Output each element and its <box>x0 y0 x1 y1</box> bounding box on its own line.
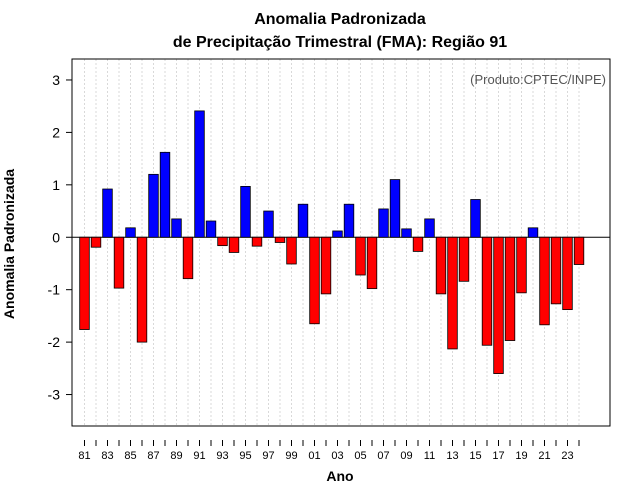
bar-1986 <box>136 236 148 343</box>
bar-2001 <box>309 236 320 325</box>
x-tick-label: 11 <box>424 450 435 462</box>
bar-2020 <box>527 227 539 238</box>
y-axis-label: Anomalia Padronizada <box>1 169 17 319</box>
bar-1984 <box>113 236 125 289</box>
x-tick-label: 01 <box>308 450 320 462</box>
x-tick-label: 17 <box>492 450 504 462</box>
bar-1998 <box>274 236 286 243</box>
x-tick-label: 95 <box>239 450 251 462</box>
bar-2018 <box>504 236 516 341</box>
bars <box>79 110 585 374</box>
bar-2011 <box>424 218 435 238</box>
x-tick-label: 93 <box>216 450 228 462</box>
bar-1999 <box>286 236 297 265</box>
x-axis: 81 83 85 87 89 91 93 95 97 99 01 03 05 07 09 11 13 15 17 19… <box>78 440 580 462</box>
y-tick-label: 1 <box>52 177 60 193</box>
x-tick-label: 09 <box>400 450 412 462</box>
y-axis: 3 2 1 0 -1 -2 -3 <box>48 72 72 403</box>
x-axis-label: Ano <box>326 468 353 484</box>
bar-1982 <box>90 236 102 248</box>
bar-2003 <box>332 230 343 238</box>
x-tick-label: 87 <box>147 450 159 462</box>
bar-2004 <box>343 203 355 238</box>
y-tick-label: 0 <box>52 229 60 245</box>
x-tick-label: 19 <box>515 450 527 462</box>
plot-frame <box>71 58 611 427</box>
bar-1994 <box>228 236 240 253</box>
bar-2005 <box>355 236 366 276</box>
bar-1996 <box>251 236 263 247</box>
bar-1985 <box>125 227 136 238</box>
bar-2024 <box>573 236 585 265</box>
x-tick-label: 91 <box>193 450 205 462</box>
x-tick-label: 85 <box>124 450 136 462</box>
x-tick-label: 81 <box>78 450 90 462</box>
bar-2002 <box>320 236 332 295</box>
x-tick-label: 15 <box>469 450 481 462</box>
x-tick-label: 05 <box>354 450 366 462</box>
x-tick-label: 97 <box>262 450 274 462</box>
bar-2016 <box>481 236 493 346</box>
bar-1993 <box>217 236 228 247</box>
bar-1995 <box>240 186 251 238</box>
x-tick-label: 13 <box>446 450 458 462</box>
bar-2022 <box>550 236 562 305</box>
x-tick-label: 89 <box>170 450 182 462</box>
bar-1989 <box>171 218 182 238</box>
bar-2023 <box>562 236 573 311</box>
bar-2007 <box>378 208 389 238</box>
bar-2013 <box>447 236 458 350</box>
x-tick-label: 03 <box>331 450 343 462</box>
product-annotation: (Produto:CPTEC/INPE) <box>470 72 606 87</box>
bar-1990 <box>182 236 194 280</box>
bar-2019 <box>516 236 527 294</box>
y-tick-label: 3 <box>52 72 60 88</box>
x-tick-label: 21 <box>538 450 550 462</box>
bar-2017 <box>493 236 504 374</box>
x-tick-label: 07 <box>377 450 389 462</box>
x-tick-label: 83 <box>101 450 113 462</box>
bar-1988 <box>159 151 171 238</box>
y-tick-label: -1 <box>48 282 61 298</box>
x-tick-label: 99 <box>285 450 297 462</box>
bar-2014 <box>458 236 470 282</box>
y-tick-label: 2 <box>52 124 60 140</box>
bar-1992 <box>205 220 217 238</box>
bar-2015 <box>470 199 481 238</box>
x-tick-label: 23 <box>561 450 573 462</box>
y-tick-label: -3 <box>48 387 61 403</box>
y-tick-label: -2 <box>48 334 61 350</box>
chart-title-line1: Anomalia Padronizada <box>254 11 426 28</box>
bar-2000 <box>297 203 309 238</box>
bar-1981 <box>79 236 90 330</box>
bar-2021 <box>539 236 550 326</box>
bar-1997 <box>263 210 274 238</box>
bar-1987 <box>148 173 159 238</box>
bar-2009 <box>401 228 412 238</box>
bar-2006 <box>366 236 378 290</box>
bar-2010 <box>412 236 424 252</box>
bar-2012 <box>435 236 447 295</box>
chart-title-line2: de Precipitação Trimestral (FMA): Região… <box>173 34 507 51</box>
bar-1991 <box>194 110 205 238</box>
bar-1983 <box>102 188 113 238</box>
bar-2008 <box>389 179 401 238</box>
